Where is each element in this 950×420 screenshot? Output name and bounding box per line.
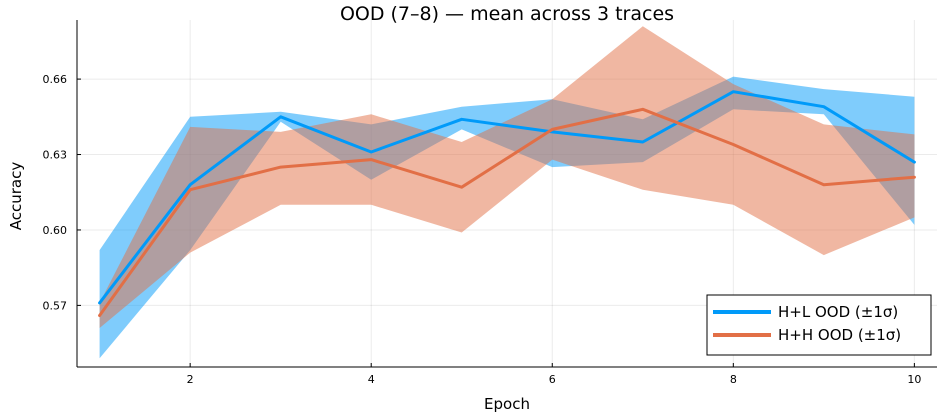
confidence-bands: [99, 26, 915, 359]
y-tick-label: 0.60: [43, 224, 68, 237]
y-axis-label: Accuracy: [7, 162, 25, 231]
x-tick-label: 8: [730, 373, 737, 386]
x-tick-label: 6: [549, 373, 556, 386]
y-tick-label: 0.66: [43, 73, 68, 86]
legend-label-1: H+L OOD (±1σ): [778, 303, 898, 321]
y-tick-label: 0.63: [43, 149, 68, 162]
tick-labels: 2 4 6 8 10 0.57 0.60 0.63 0.66: [43, 73, 922, 386]
axes: [76, 20, 937, 368]
legend-label-2: H+H OOD (±1σ): [778, 326, 901, 344]
legend-box: [706, 294, 932, 356]
y-tick-label: 0.57: [43, 299, 68, 312]
chart-title: OOD (7–8) — mean across 3 traces: [340, 3, 674, 25]
x-tick-label: 10: [907, 373, 921, 386]
series-band-2: [99, 26, 915, 329]
x-tick-label: 4: [368, 373, 375, 386]
series-lines: [98, 90, 916, 317]
legend: H+L OOD (±1σ) H+H OOD (±1σ): [706, 294, 932, 356]
series-line-2: [98, 107, 916, 317]
x-tick-label: 2: [187, 373, 194, 386]
series-line-1: [98, 90, 916, 305]
x-axis-label: Epoch: [484, 395, 530, 413]
